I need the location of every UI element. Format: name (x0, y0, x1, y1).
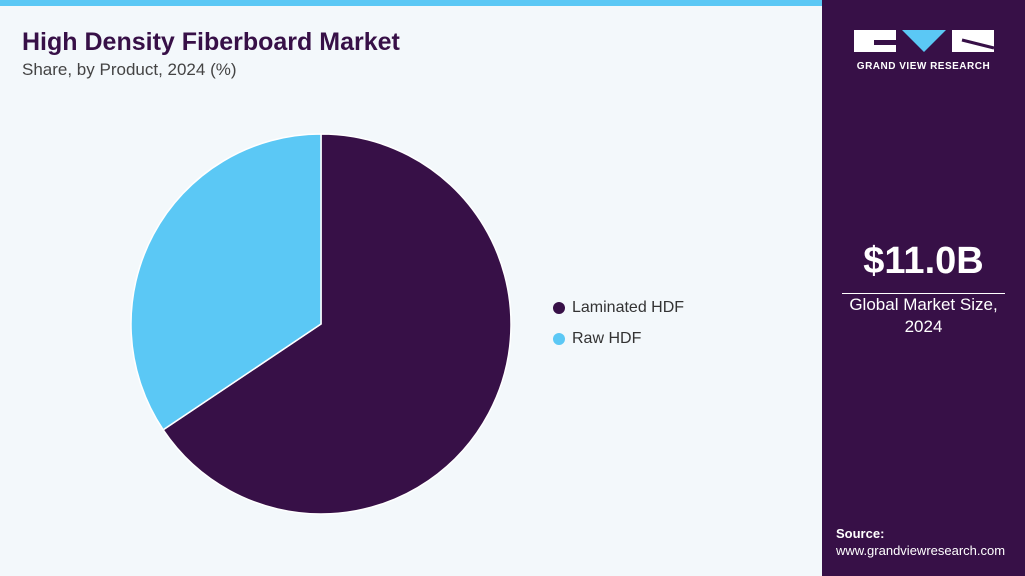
chart-subtitle: Share, by Product, 2024 (%) (22, 60, 237, 79)
chart: Laminated HDF Raw HDF (130, 133, 684, 515)
source-url: www.grandviewresearch.com (836, 543, 1006, 558)
market-size: $11.0B (863, 240, 984, 282)
legend-marker (553, 302, 565, 314)
market-size-label: Global Market Size, 2024 (842, 293, 1005, 338)
pie-slice (130, 133, 322, 431)
logo (854, 30, 995, 52)
legend-label: Laminated HDF (572, 299, 684, 316)
sidebar: GRAND VIEW RESEARCH $11.0B Global Market… (822, 0, 1025, 576)
legend-marker (553, 333, 565, 345)
legend-label: Raw HDF (572, 330, 642, 347)
top-stripe (0, 0, 822, 6)
chart-panel: High Density Fiberboard Market Share, by… (0, 0, 822, 576)
logo-text: GRAND VIEW RESEARCH (856, 61, 991, 72)
pie-slice (162, 133, 512, 515)
chart-title: High Density Fiberboard Market (22, 28, 400, 56)
source-label: Source: (836, 526, 885, 541)
